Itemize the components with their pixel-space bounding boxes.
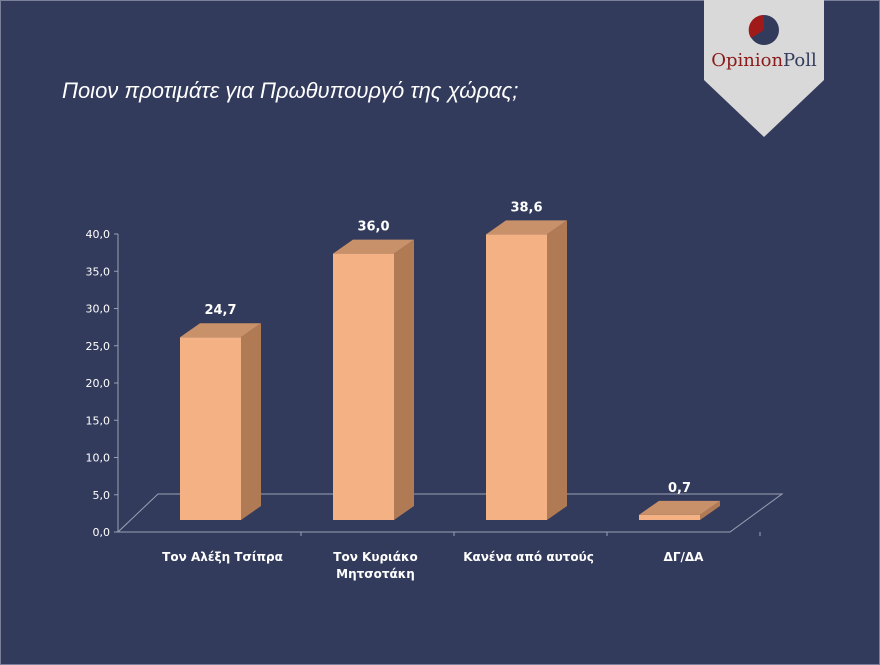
bar-top <box>639 500 720 515</box>
data-label: 36,0 <box>357 220 389 235</box>
bar-front <box>486 234 547 521</box>
y-tick-label: 0,0 <box>93 526 111 539</box>
bar-3 <box>486 220 567 521</box>
chart-title: Ποιον προτιμάτε για Πρωθυπουργό της χώρα… <box>62 78 519 103</box>
bar-side <box>394 239 414 520</box>
data-label: 24,7 <box>204 303 236 318</box>
logo-text: OpinionPoll <box>711 50 817 71</box>
x-category-label: Μητσοτάκη <box>336 567 415 581</box>
y-tick-label: 25,0 <box>86 340 111 353</box>
y-tick-label: 30,0 <box>86 303 111 316</box>
x-category-label: Τον Κυριάκο <box>333 550 417 564</box>
bar-top <box>180 323 261 338</box>
data-label: 0,7 <box>668 481 691 496</box>
bar-front <box>639 514 700 520</box>
y-tick-label: 15,0 <box>86 414 111 427</box>
bar-side <box>241 323 261 520</box>
y-tick-label: 10,0 <box>86 452 111 465</box>
bar-side <box>700 500 720 520</box>
bar-top <box>333 239 414 254</box>
x-category-label: ΔΓ/ΔΑ <box>664 550 705 564</box>
data-label: 38,6 <box>510 200 542 215</box>
opinionpoll-logo: OpinionPoll <box>704 0 824 137</box>
y-tick-label: 20,0 <box>86 377 111 390</box>
bar-side <box>547 220 567 521</box>
bar-1 <box>180 323 261 520</box>
bar-front <box>333 253 394 520</box>
x-category-label: Κανένα από αυτούς <box>463 550 594 564</box>
y-tick-label: 35,0 <box>86 265 111 278</box>
logo-banner <box>704 0 824 137</box>
x-category-label: Τον Αλέξη Τσίπρα <box>162 550 283 564</box>
bar-2 <box>333 239 414 520</box>
bar-top <box>486 220 567 235</box>
bar-front <box>180 337 241 520</box>
bar-4 <box>639 500 720 520</box>
y-tick-label: 40,0 <box>86 228 111 241</box>
y-tick-label: 5,0 <box>93 489 111 502</box>
